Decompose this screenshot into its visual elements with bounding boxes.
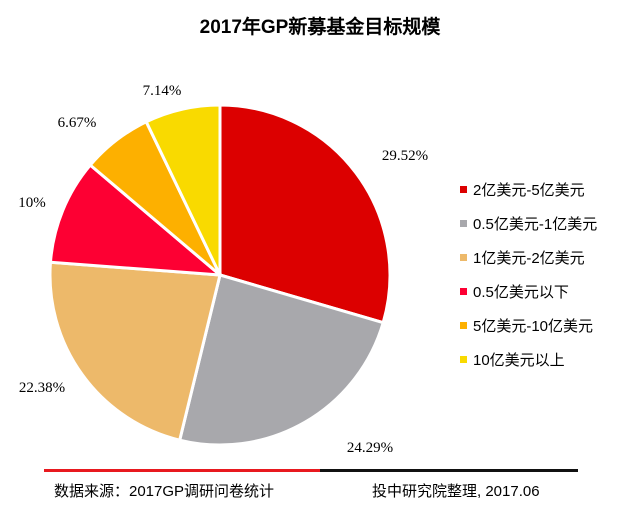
legend-label: 5亿美元-10亿美元 xyxy=(473,317,594,335)
legend-item: 5亿美元-10亿美元 xyxy=(460,308,597,342)
credit-note: 投中研究院整理, 2017.06 xyxy=(372,483,540,500)
slice-data-label: 24.29% xyxy=(347,440,393,456)
legend-swatch xyxy=(460,321,467,329)
chart-title: 2017年GP新募基金目标规模 xyxy=(199,17,441,38)
pie-slice xyxy=(48,260,222,442)
slice-data-label: 10% xyxy=(18,195,46,211)
legend-swatch xyxy=(460,253,467,261)
footer-rule-red xyxy=(44,469,320,472)
legend-label: 0.5亿美元以下 xyxy=(473,283,569,301)
legend-label: 0.5亿美元-1亿美元 xyxy=(473,215,598,233)
pie-slice xyxy=(48,162,225,277)
slice-data-label: 7.14% xyxy=(143,83,182,99)
legend-label: 2亿美元-5亿美元 xyxy=(473,181,585,199)
pie-slice xyxy=(177,273,386,447)
slice-data-label: 22.38% xyxy=(19,380,65,396)
legend-label: 1亿美元-2亿美元 xyxy=(473,249,585,267)
legend-swatch xyxy=(460,287,467,295)
legend-item: 2亿美元-5亿美元 xyxy=(460,172,597,206)
legend-swatch xyxy=(460,185,467,193)
legend-label: 10亿美元以上 xyxy=(473,351,565,369)
pie-slice xyxy=(144,103,222,276)
legend-item: 0.5亿美元-1亿美元 xyxy=(460,206,597,240)
legend-swatch xyxy=(460,219,467,227)
legend: 2亿美元-5亿美元 0.5亿美元-1亿美元 1亿美元-2亿美元 0.5亿美元以下 5亿美… xyxy=(460,172,597,376)
slice-data-label: 29.52% xyxy=(382,148,428,164)
pie-slice xyxy=(218,103,392,325)
legend-item: 10亿美元以上 xyxy=(460,342,597,376)
legend-swatch xyxy=(460,355,467,363)
source-note: 数据来源：2017GP调研问卷统计 xyxy=(54,483,275,500)
footer-rule-black xyxy=(320,469,578,472)
legend-item: 0.5亿美元以下 xyxy=(460,274,597,308)
legend-item: 1亿美元-2亿美元 xyxy=(460,240,597,274)
slice-data-label: 6.67% xyxy=(58,115,97,131)
